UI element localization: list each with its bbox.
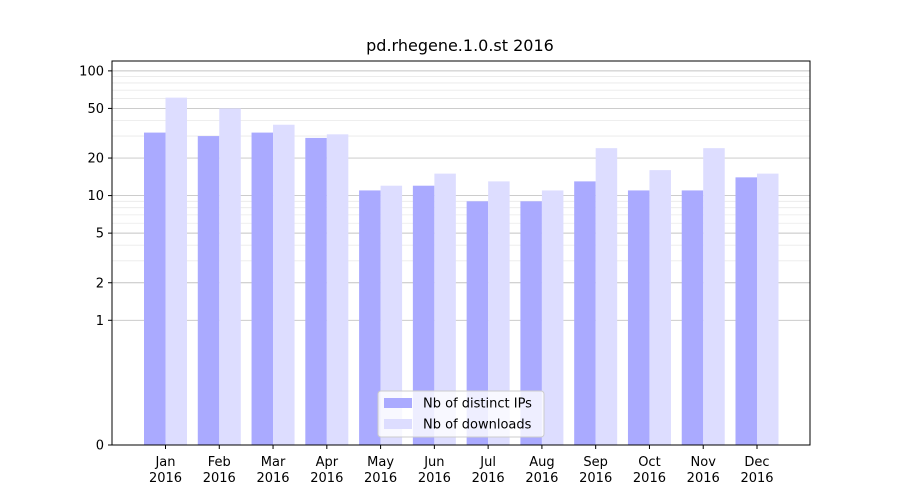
x-tick-label-month: Apr [316, 455, 339, 470]
x-tick-label-month: Sep [583, 455, 608, 470]
x-tick-label-year: 2016 [310, 471, 343, 486]
x-tick-label-year: 2016 [633, 471, 666, 486]
x-tick-label-month: May [367, 455, 394, 470]
bar-downloads [326, 134, 349, 445]
x-tick-label-year: 2016 [364, 471, 397, 486]
x-tick-label-month: Feb [208, 455, 231, 470]
legend-label: Nb of distinct IPs [423, 397, 532, 412]
bar-distinct-ips [305, 137, 327, 446]
x-tick-label-year: 2016 [418, 471, 451, 486]
bar-distinct-ips [359, 190, 381, 445]
x-tick-label-year: 2016 [256, 471, 289, 486]
bar-downloads [488, 181, 510, 445]
bar-downloads [649, 170, 671, 445]
bars [144, 97, 779, 446]
bar-distinct-ips [681, 190, 704, 445]
y-tick-label: 50 [87, 102, 104, 117]
plot-frame [111, 60, 811, 446]
x-tick-label-year: 2016 [149, 471, 182, 486]
y-axis: 0 1 2 5 10 20 50 100 [79, 64, 112, 454]
bar-downloads [757, 173, 779, 445]
x-tick-label-month: Jul [479, 455, 496, 470]
x-tick-label-year: 2016 [579, 471, 612, 486]
bar-distinct-ips [144, 132, 166, 446]
bar-downloads [434, 173, 456, 445]
y-tick-label: 20 [87, 152, 104, 167]
bar-downloads [380, 185, 403, 445]
x-tick-label-year: 2016 [687, 471, 720, 486]
bar-distinct-ips [251, 132, 274, 446]
legend-swatch [384, 419, 412, 429]
x-tick-label-month: Mar [261, 455, 286, 470]
bar-downloads [595, 148, 618, 445]
y-tick-label: 5 [96, 227, 104, 242]
y-tick-label: 100 [79, 64, 104, 79]
legend-swatch [384, 398, 412, 408]
x-tick-label-year: 2016 [472, 471, 505, 486]
x-tick-label-year: 2016 [740, 471, 773, 486]
bar-distinct-ips [520, 201, 542, 445]
bar-downloads [703, 148, 725, 445]
x-tick-label-month: Oct [638, 455, 660, 470]
bar-downloads [541, 190, 564, 445]
bar-downloads [165, 97, 187, 446]
x-tick-label-month: Nov [691, 455, 717, 470]
legend-box [377, 390, 545, 438]
chart-title: pd.rhegene.1.0.st 2016 [366, 36, 554, 55]
x-tick-label-month: Jun [423, 455, 444, 470]
bar-distinct-ips [412, 185, 435, 445]
x-tick-label-year: 2016 [203, 471, 236, 486]
y-tick-label: 10 [87, 189, 104, 204]
x-tick-label-month: Dec [744, 455, 769, 470]
x-tick-label-year: 2016 [525, 471, 558, 486]
legend-label: Nb of downloads [423, 418, 532, 433]
bar-distinct-ips [466, 201, 489, 445]
bar-distinct-ips [197, 136, 220, 446]
x-axis: Jan2016Feb2016Mar2016Apr2016May2016Jun20… [149, 445, 774, 486]
y-tick-label: 1 [96, 314, 104, 329]
x-tick-label-month: Jan [154, 455, 175, 470]
x-tick-label-month: Aug [529, 455, 554, 470]
bar-distinct-ips [627, 190, 650, 445]
y-tick-label: 0 [96, 439, 104, 454]
bar-downloads [219, 108, 241, 446]
bar-distinct-ips [735, 177, 757, 445]
bar-downloads [273, 124, 295, 445]
y-tick-label: 2 [96, 276, 104, 291]
bar-distinct-ips [574, 181, 596, 445]
legend: Nb of distinct IPs Nb of downloads [377, 390, 545, 438]
